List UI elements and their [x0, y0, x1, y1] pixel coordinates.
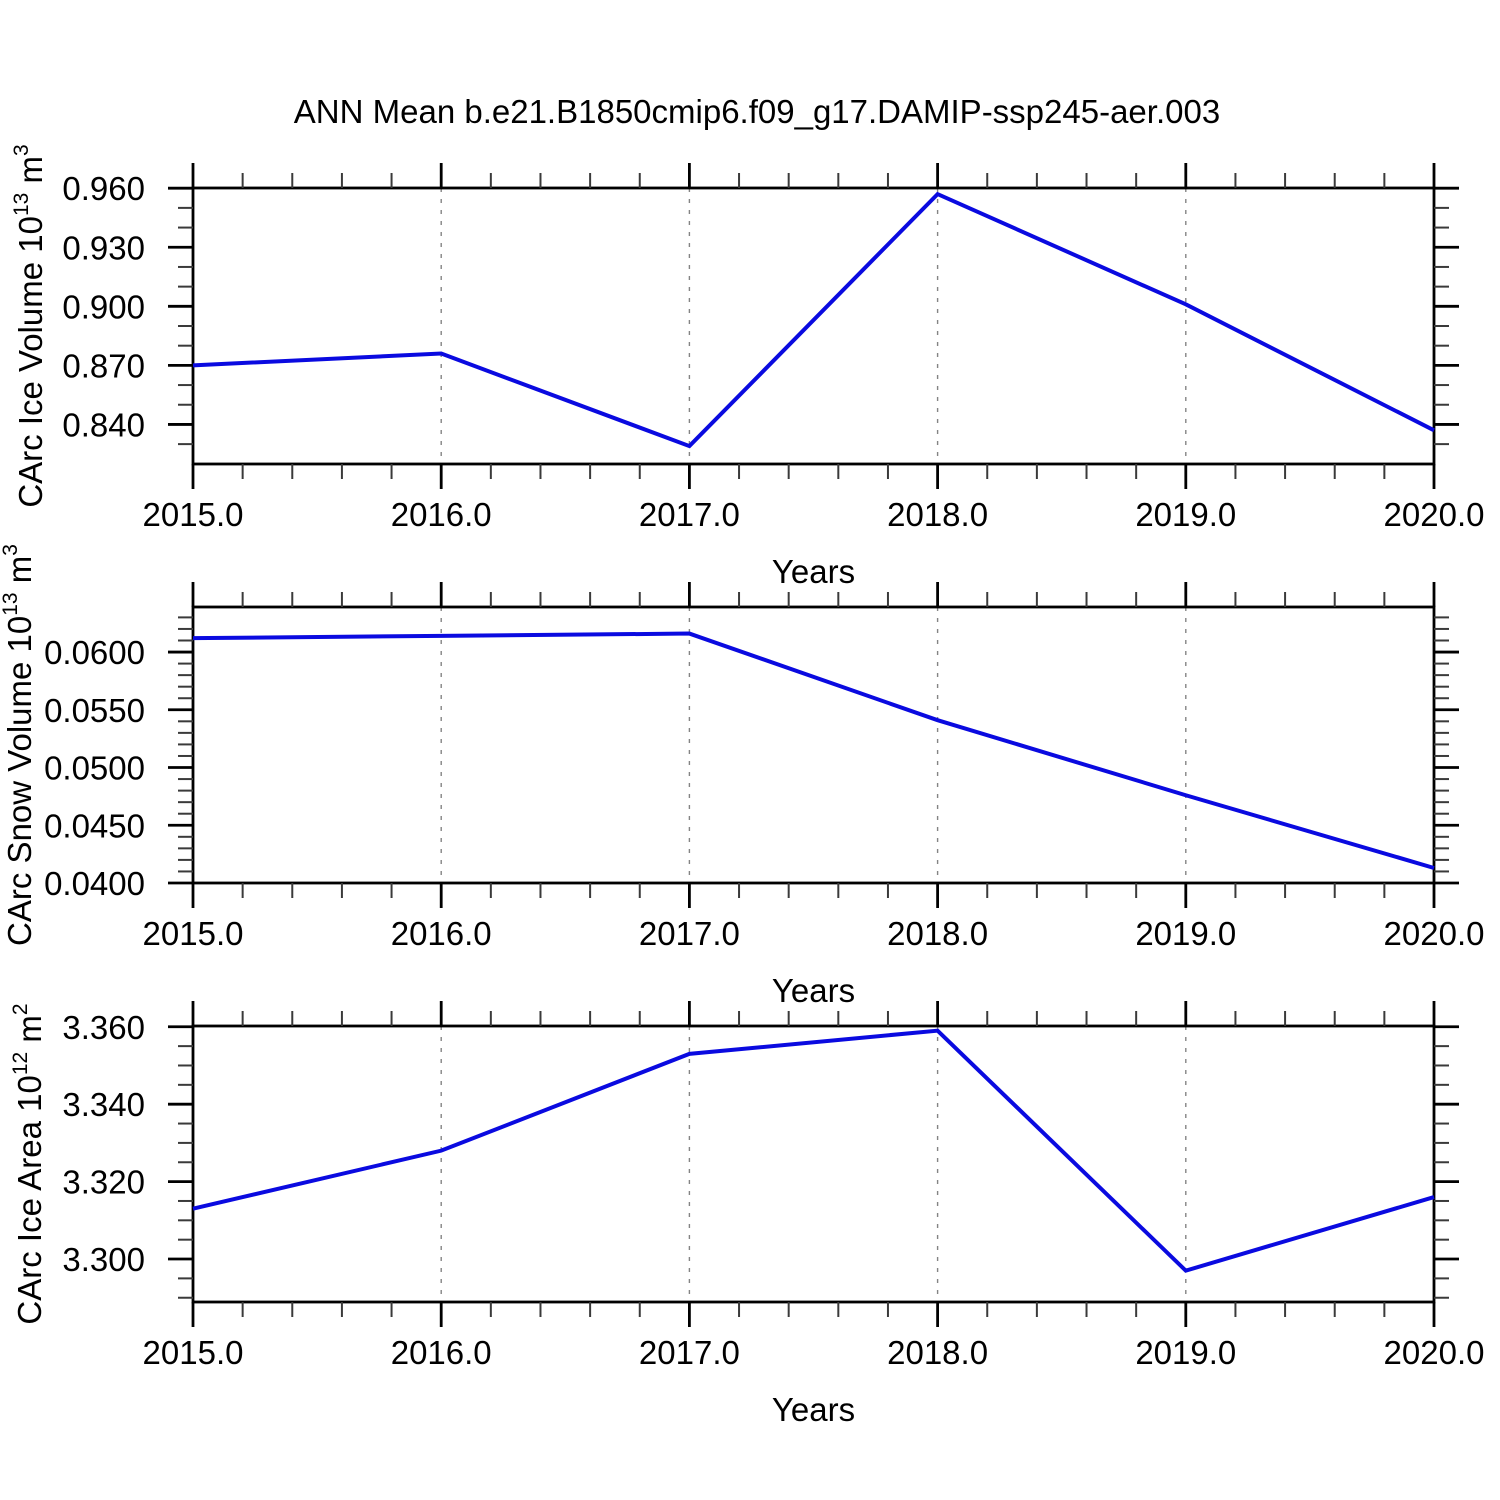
panel-carc-ice-area: 2015.0 2016.0 2017.0 2018.0 2019.0 2020.0 3.30… — [62, 1001, 1484, 1428]
x-tick-label: 2019.0 — [1135, 496, 1236, 533]
series-line-carc-snow-volume — [192, 631, 1435, 870]
x-tick-label: 2016.0 — [391, 496, 492, 533]
x-axis-title: Years — [772, 553, 855, 590]
y-tick-label: 0.840 — [62, 406, 145, 443]
plot-frame — [191, 605, 1436, 885]
x-tick-label: 2018.0 — [887, 915, 988, 952]
x-axis-title: Years — [772, 972, 855, 1009]
plot-frame — [191, 1024, 1436, 1304]
y-tick-label: 0.0450 — [44, 807, 145, 844]
y-tick-label: 0.0600 — [44, 634, 145, 671]
y-tick-label: 3.320 — [62, 1164, 145, 1201]
x-tick-label: 2018.0 — [887, 496, 988, 533]
y-axis-title-carc-ice-area: CArc Ice Area 1012 m2 — [9, 1003, 48, 1325]
x-tick-label: 2016.0 — [391, 915, 492, 952]
x-tick-label: 2020.0 — [1384, 915, 1485, 952]
x-tick-label: 2017.0 — [639, 1334, 740, 1371]
x-tick-label: 2016.0 — [391, 1334, 492, 1371]
y-tick-label: 3.300 — [62, 1241, 145, 1278]
y-axis-title-carc-snow-volume: CArc Snow Volume 1013 m3 — [0, 544, 38, 946]
y-tick-label: 0.960 — [62, 170, 145, 207]
y-axis-title-carc-ice-volume: CArc Ice Volume 1013 m3 — [10, 144, 49, 508]
x-tick-label: 2017.0 — [639, 496, 740, 533]
series-line-carc-ice-area — [192, 1028, 1435, 1273]
x-tick-label: 2017.0 — [639, 915, 740, 952]
y-tick-label: 0.900 — [62, 288, 145, 325]
y-tick-label: 0.0550 — [44, 692, 145, 729]
y-tick-label: 3.360 — [62, 1009, 145, 1046]
y-tick-label: 3.340 — [62, 1086, 145, 1123]
x-tick-label: 2019.0 — [1135, 1334, 1236, 1371]
y-tick-label: 0.0500 — [44, 750, 145, 787]
x-tick-label: 2015.0 — [143, 1334, 244, 1371]
y-tick-label: 0.870 — [62, 347, 145, 384]
panel-carc-snow-volume: 2015.0 2016.0 2017.0 2018.0 2019.0 2020.0 0.04… — [44, 582, 1484, 1009]
y-tick-label: 0.0400 — [44, 865, 145, 902]
y-tick-label: 0.930 — [62, 229, 145, 266]
x-tick-label: 2015.0 — [143, 915, 244, 952]
series-line-carc-ice-volume — [192, 191, 1435, 449]
x-axis-title: Years — [772, 1391, 855, 1428]
x-tick-label: 2020.0 — [1384, 496, 1485, 533]
x-tick-label: 2018.0 — [887, 1334, 988, 1371]
x-tick-label: 2020.0 — [1384, 1334, 1485, 1371]
plot-frame — [191, 186, 1436, 466]
panel-carc-ice-volume: 2015.0 2016.0 2017.0 2018.0 2019.0 2020.0 0.84… — [62, 163, 1484, 590]
x-tick-label: 2019.0 — [1135, 915, 1236, 952]
x-tick-label: 2015.0 — [143, 496, 244, 533]
figure-title: ANN Mean b.e21.B1850cmip6.f09_g17.DAMIP-… — [293, 93, 1221, 130]
